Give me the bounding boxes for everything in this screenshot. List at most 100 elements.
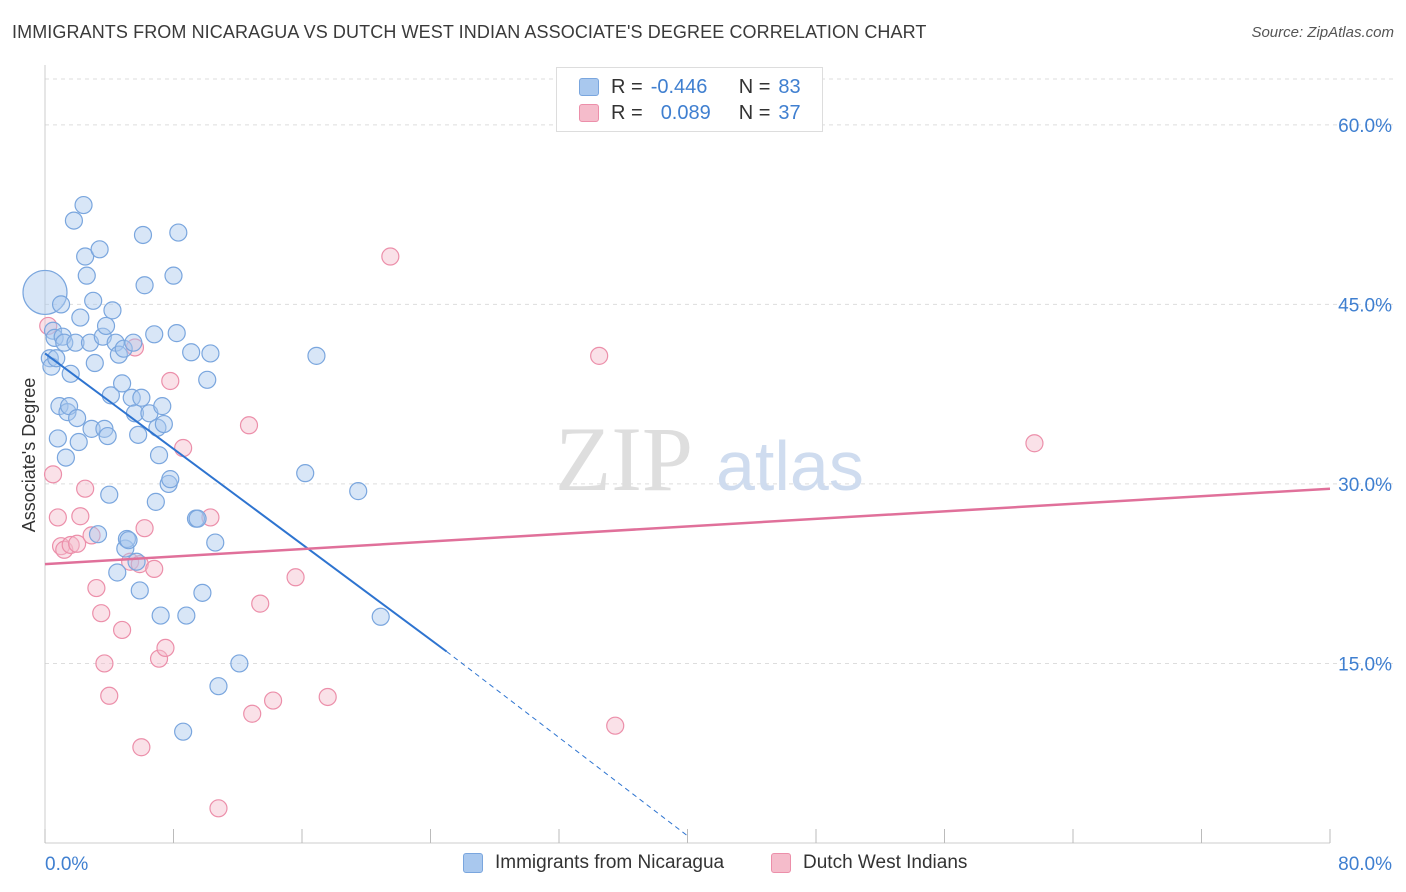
legend-row-nicaragua: R = -0.446 N = 83 <box>579 74 801 100</box>
data-point-nicaragua <box>161 470 180 489</box>
trendlines <box>44 352 1331 837</box>
data-point-nicaragua <box>103 301 122 320</box>
data-point-dutch <box>95 654 114 673</box>
data-point-dutch <box>48 508 67 527</box>
y-tick-label: 45.0% <box>1338 295 1392 316</box>
data-point-dutch <box>1025 434 1044 453</box>
legend-item-dutch: Dutch West Indians <box>771 852 967 874</box>
legend-n-label: N = <box>738 75 771 98</box>
data-point-dutch <box>132 738 151 757</box>
legend-item-nicaragua: Immigrants from Nicaragua <box>463 852 724 874</box>
legend-series-name: Dutch West Indians <box>803 852 968 873</box>
y-tick-label: 30.0% <box>1338 475 1392 496</box>
data-point-nicaragua <box>188 509 207 528</box>
data-point-nicaragua <box>127 552 146 571</box>
data-point-nicaragua <box>146 492 165 511</box>
data-point-nicaragua <box>82 419 101 438</box>
data-point-nicaragua <box>149 446 169 465</box>
data-point-nicaragua <box>124 333 143 352</box>
data-point-nicaragua <box>88 525 108 544</box>
data-point-nicaragua <box>230 654 249 673</box>
data-point-nicaragua <box>169 223 188 242</box>
data-point-nicaragua <box>174 722 193 741</box>
source-label: Source: ZipAtlas.com <box>1251 24 1394 41</box>
data-point-dutch <box>43 465 63 484</box>
data-point-nicaragua <box>90 240 109 259</box>
data-point-dutch <box>209 799 228 818</box>
data-point-nicaragua <box>56 448 75 467</box>
data-point-dutch <box>286 568 305 587</box>
grid-lines <box>45 78 1395 664</box>
data-point-nicaragua <box>132 388 151 407</box>
data-point-dutch <box>92 604 111 623</box>
data-point-nicaragua <box>109 345 128 364</box>
data-point-nicaragua <box>130 581 149 600</box>
data-point-nicaragua <box>68 408 87 428</box>
data-point-dutch <box>76 479 95 498</box>
data-point-nicaragua <box>114 339 133 358</box>
legend-swatch-blue <box>579 78 599 96</box>
watermark-atlas: atlas <box>716 427 864 505</box>
data-point-nicaragua <box>64 211 84 230</box>
data-point-nicaragua <box>151 606 170 625</box>
data-point-dutch <box>112 620 132 640</box>
data-point-dutch <box>156 638 175 658</box>
tick-labels: 15.0% 30.0% 45.0% 60.0% 0.0% 80.0% <box>45 116 1392 875</box>
data-point-dutch <box>590 346 609 365</box>
data-point-nicaragua <box>122 388 141 407</box>
data-point-nicaragua <box>145 325 164 344</box>
data-point-dutch <box>243 704 262 723</box>
data-point-dutch <box>174 438 193 458</box>
legend-r-label: R = <box>611 75 643 98</box>
chart-title: IMMIGRANTS FROM NICARAGUA VS DUTCH WEST … <box>12 22 927 42</box>
data-point-nicaragua <box>43 321 63 340</box>
axes <box>44 65 1331 844</box>
data-point-nicaragua <box>307 346 326 365</box>
data-point-nicaragua <box>206 533 225 552</box>
legend-n-label: N = <box>738 101 771 124</box>
legend-swatch-pink <box>579 104 599 122</box>
legend-swatch-pink <box>771 853 791 873</box>
legend-r-value: -0.446 <box>650 75 708 98</box>
legend-r-value: 0.089 <box>660 101 711 124</box>
data-point-nicaragua <box>98 426 117 446</box>
legend-n-value: 37 <box>778 101 801 124</box>
data-point-dutch <box>87 578 106 598</box>
data-point-nicaragua <box>129 425 148 444</box>
data-point-nicaragua <box>96 316 116 336</box>
data-point-nicaragua <box>198 370 217 389</box>
data-point-nicaragua <box>108 563 127 582</box>
trendline-dutch <box>44 487 1331 566</box>
data-point-nicaragua <box>47 349 66 368</box>
data-point-dutch <box>251 594 270 613</box>
legend-n-value: 83 <box>778 75 801 98</box>
data-point-dutch <box>145 559 164 579</box>
data-point-dutch <box>263 691 283 710</box>
data-point-nicaragua <box>201 344 220 363</box>
data-point-nicaragua <box>100 485 119 504</box>
data-point-nicaragua <box>22 269 68 316</box>
data-point-dutch <box>161 371 180 391</box>
data-point-nicaragua <box>71 308 90 327</box>
trendline-nicaragua-extension <box>446 651 688 837</box>
data-point-dutch <box>239 416 259 435</box>
data-point-dutch <box>61 535 80 555</box>
watermark: ZIP atlas <box>555 408 864 510</box>
data-point-nicaragua <box>69 432 88 452</box>
y-axis-label: Associate's Degree <box>19 378 39 533</box>
series-legend: Immigrants from Nicaragua Dutch West Ind… <box>0 852 1406 878</box>
data-point-nicaragua <box>135 276 154 295</box>
data-point-nicaragua <box>66 333 85 352</box>
data-point-nicaragua <box>154 414 173 434</box>
data-point-dutch <box>71 507 90 526</box>
x-tick-label: 0.0% <box>45 854 88 875</box>
data-point-nicaragua <box>74 195 93 215</box>
data-point-nicaragua <box>193 583 212 602</box>
data-point-dutch <box>135 519 154 538</box>
data-point-nicaragua <box>371 607 390 626</box>
data-point-nicaragua <box>177 606 196 625</box>
data-point-dutch <box>68 534 87 553</box>
watermark-zip: ZIP <box>555 408 693 510</box>
legend-r-label: R = <box>611 101 643 124</box>
